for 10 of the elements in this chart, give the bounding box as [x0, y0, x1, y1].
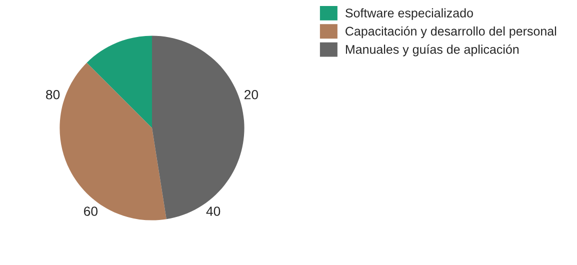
- text: 80: [46, 90, 60, 100]
- legend-label: Software especializado: [346, 8, 473, 20]
- text: 40: [206, 206, 220, 216]
- pie-slice: [86, 36, 152, 128]
- legend-label: Capacitación y desarrollo del personal: [346, 26, 556, 38]
- pie-slice: [60, 62, 166, 220]
- text: 60: [84, 206, 98, 216]
- pie-slice: [152, 36, 244, 220]
- text: 20: [244, 90, 258, 100]
- legend-label: Manuales y guías de aplicación: [346, 44, 519, 56]
